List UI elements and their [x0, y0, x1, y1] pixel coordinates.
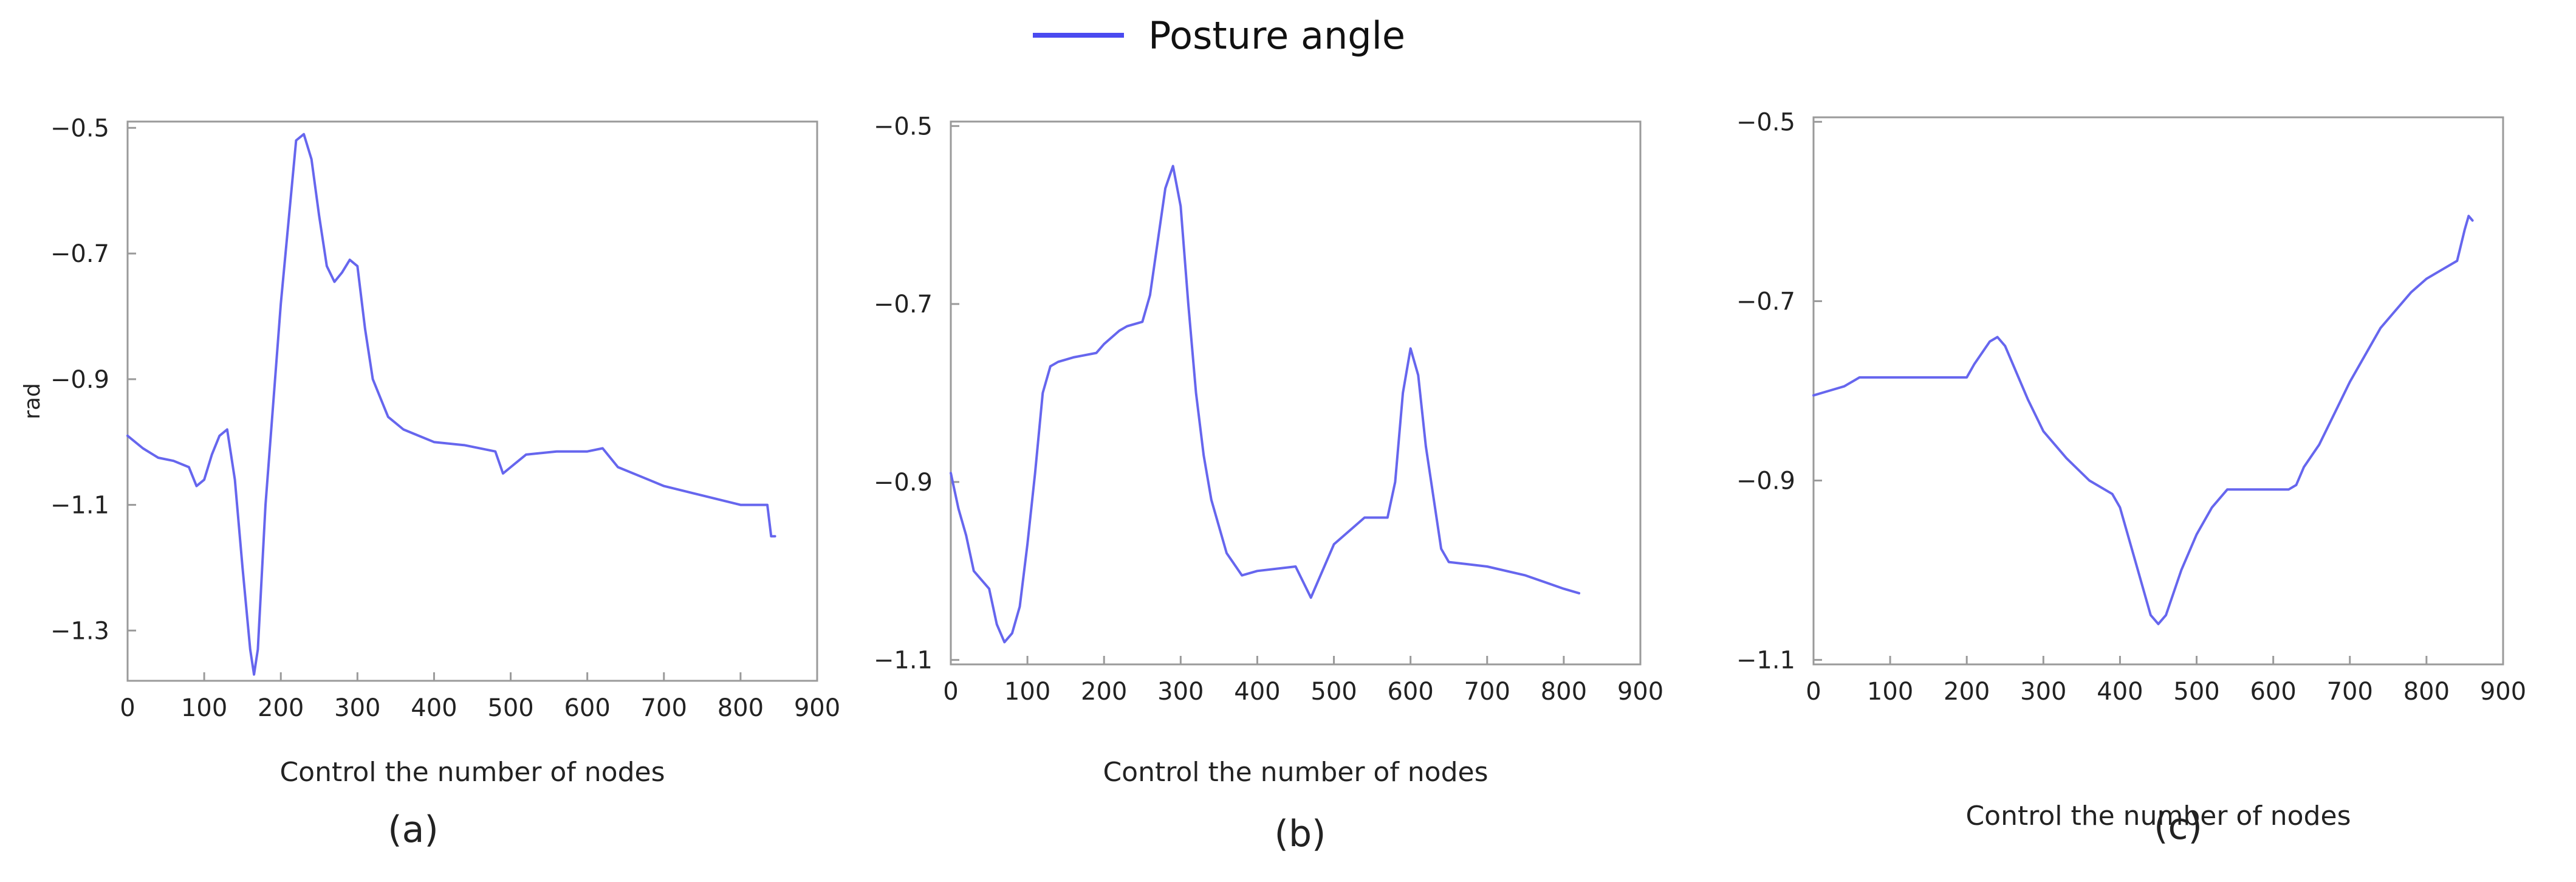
series-line-posture-angle	[1812, 215, 2474, 625]
y-tick-label: −0.7	[50, 240, 109, 268]
x-tick-label: 900	[794, 694, 840, 722]
y-tick-label: −0.5	[874, 112, 933, 140]
x-tick-label: 900	[2480, 678, 2526, 706]
x-tick-label: 200	[1081, 678, 1127, 706]
y-tick-label: −1.3	[50, 617, 109, 645]
x-tick-label: 400	[411, 694, 457, 722]
x-axis-label: Control the number of nodes	[1965, 801, 2351, 832]
panel-label: (b)	[1275, 813, 1326, 855]
y-tick-label: −0.9	[874, 469, 933, 497]
y-tick-label: −0.5	[1736, 108, 1795, 136]
x-tick-label: 600	[2250, 678, 2296, 706]
x-tick-label: 0	[943, 678, 958, 706]
x-tick-label: 800	[1541, 678, 1587, 706]
legend-line-swatch	[1033, 33, 1124, 38]
y-tick-label: −0.7	[874, 291, 933, 319]
x-tick-label: 300	[334, 694, 380, 722]
x-tick-label: 100	[1004, 678, 1050, 706]
series-line-posture-angle	[126, 133, 776, 676]
y-tick-label: −0.9	[50, 366, 109, 394]
y-axis-label: rad	[20, 383, 45, 419]
chart-panel-1: 0 100 200 300 400 500 600 700 800 900 −0.5 −0.7 −0.9…	[20, 114, 840, 851]
x-tick-label: 0	[120, 694, 135, 722]
x-tick-label: 800	[718, 694, 764, 722]
legend: Posture angle	[1033, 5, 1405, 66]
series-line-posture-angle	[950, 165, 1581, 644]
x-tick-label: 400	[2097, 678, 2143, 706]
chart-panel-2: 0 100 200 300 400 500 600 700 800 900 −0.5 −0.7 −0.9…	[874, 112, 1663, 855]
x-tick-label: 500	[2173, 678, 2219, 706]
y-tick-label: −0.9	[1736, 467, 1795, 495]
x-tick-label: 700	[641, 694, 687, 722]
x-tick-label: 600	[564, 694, 610, 722]
panel-label: (c)	[2154, 805, 2202, 848]
y-tick-label: −1.1	[874, 647, 933, 675]
x-tick-label: 800	[2403, 678, 2450, 706]
y-tick-label: −0.5	[50, 114, 109, 142]
x-tick-label: 200	[258, 694, 304, 722]
plot-frame	[950, 120, 1642, 666]
x-tick-label: 500	[1310, 678, 1357, 706]
legend-label: Posture angle	[1148, 13, 1406, 58]
x-axis-label: Control the number of nodes	[279, 757, 665, 788]
x-tick-label: 700	[1464, 678, 1510, 706]
plot-frame	[1812, 116, 2504, 666]
x-tick-label: 100	[1867, 678, 1913, 706]
x-tick-label: 0	[1806, 678, 1821, 706]
x-tick-label: 200	[1944, 678, 1990, 706]
panel-label: (a)	[388, 808, 439, 851]
x-tick-label: 300	[2020, 678, 2066, 706]
x-tick-label: 700	[2327, 678, 2373, 706]
y-tick-label: −1.1	[50, 492, 109, 520]
x-tick-label: 500	[487, 694, 533, 722]
x-tick-label: 400	[1234, 678, 1280, 706]
x-tick-label: 300	[1157, 678, 1204, 706]
x-tick-label: 900	[1617, 678, 1663, 706]
y-tick-label: −1.1	[1736, 647, 1795, 675]
plot-frame	[126, 120, 818, 682]
chart-panel-3: 0 100 200 300 400 500 600 700 800 900 −0.5 −0.7 −0.9…	[1736, 108, 2526, 848]
y-tick-label: −0.7	[1736, 288, 1795, 315]
x-tick-label: 600	[1387, 678, 1433, 706]
x-axis-label: Control the number of nodes	[1103, 757, 1488, 788]
x-tick-label: 100	[181, 694, 227, 722]
